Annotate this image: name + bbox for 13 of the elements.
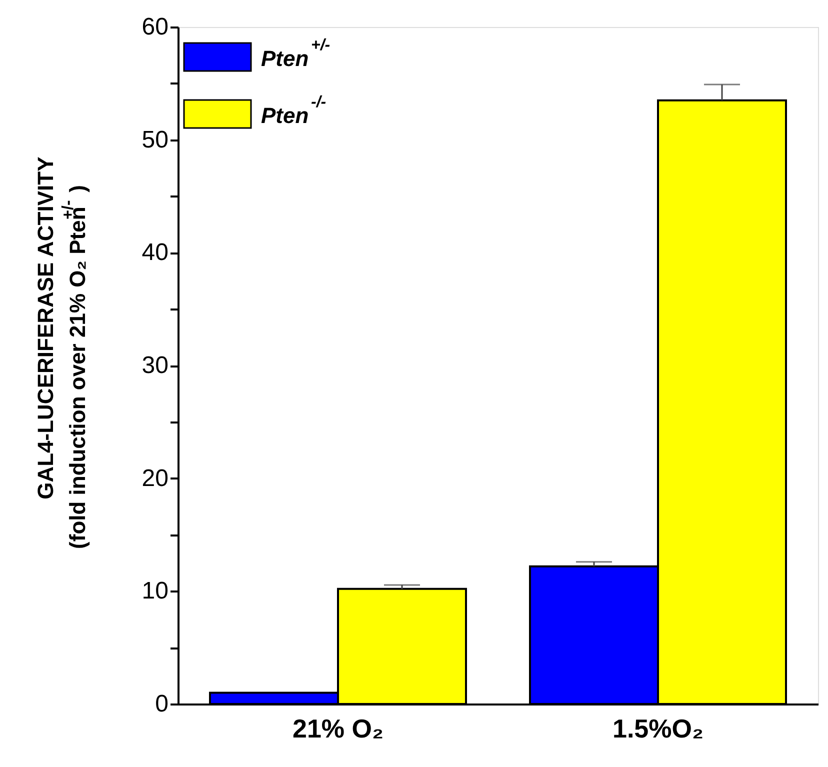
x-tick-label: 21% O₂ [292, 714, 384, 744]
text: GAL4-LUCERIFERASE ACTIVITY [33, 156, 58, 500]
y-tick-label: 0 [155, 690, 168, 718]
x-tick-label: 1.5%O₂ [612, 714, 704, 744]
text: (fold induction over 21% O₂ Pten+/-) [60, 185, 90, 549]
y-tick-label: 50 [142, 126, 168, 154]
legend-label: Pten-/- [261, 94, 326, 128]
y-tick-label: 10 [142, 578, 168, 605]
legend-label: Pten+/- [261, 37, 330, 71]
y-tick-label: 20 [142, 464, 168, 492]
y-tick-label: 60 [142, 14, 168, 40]
y-tick-label: 30 [142, 352, 168, 379]
y-tick-label: 40 [142, 239, 168, 266]
